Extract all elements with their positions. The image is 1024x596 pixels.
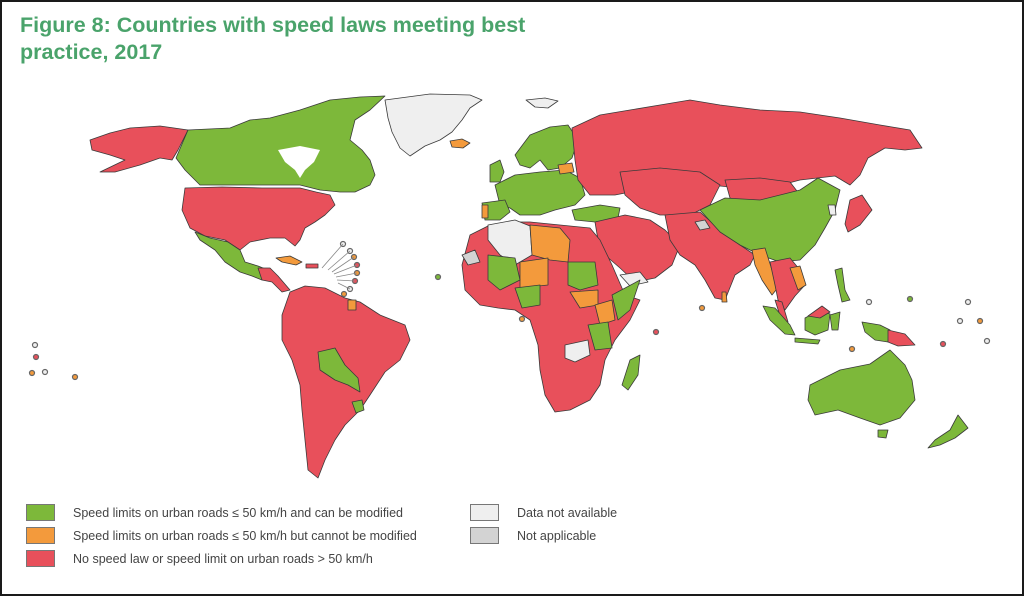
region-philippines — [834, 267, 851, 303]
region-new-guinea-west — [861, 321, 891, 343]
legend-swatch-no-data — [470, 504, 499, 521]
island-dot — [31, 341, 39, 349]
region-niger — [519, 257, 549, 289]
region-java — [794, 337, 821, 345]
region-algeria — [487, 219, 533, 266]
region-cuba — [275, 255, 303, 266]
region-tanzania — [587, 321, 613, 351]
region-mali — [487, 254, 521, 291]
region-western-europe — [494, 169, 586, 216]
region-western-sahara — [461, 249, 481, 266]
legend-label-orange: Speed limits on urban roads ≤ 50 km/h bu… — [73, 528, 417, 543]
island-dot — [865, 298, 873, 306]
region-korea — [827, 204, 837, 216]
region-china — [699, 177, 841, 263]
island-dot — [41, 368, 49, 376]
legend-item-no-data: Data not available — [470, 504, 617, 521]
legend-swatch-orange — [26, 527, 55, 544]
island-dot — [906, 295, 914, 303]
island-dot — [652, 328, 660, 336]
region-madagascar — [621, 354, 641, 391]
island-dot — [976, 317, 984, 325]
region-sulawesi — [829, 311, 841, 331]
legend-item-not-applicable: Not applicable — [470, 527, 596, 544]
island-dot — [848, 345, 856, 353]
region-usa — [181, 186, 336, 251]
region-japan — [844, 194, 873, 233]
region-vietnam — [789, 265, 807, 291]
region-portugal — [481, 204, 489, 219]
region-greenland — [384, 93, 483, 157]
title-line-2: practice, 2017 — [20, 40, 163, 64]
region-bolivia — [317, 347, 361, 393]
region-malaysia-borneo — [807, 305, 831, 319]
legend-item-green: Speed limits on urban roads ≤ 50 km/h an… — [26, 504, 403, 521]
legend-label-no-data: Data not available — [517, 505, 618, 520]
region-central-america — [257, 267, 291, 293]
island-dot — [518, 315, 526, 323]
region-sumatra — [762, 305, 796, 336]
region-kashmir — [694, 219, 711, 231]
region-svalbard — [525, 97, 559, 109]
region-iceland — [449, 138, 471, 149]
region-alaska — [89, 125, 189, 173]
region-scandinavia — [514, 124, 579, 171]
legend-item-orange: Speed limits on urban roads ≤ 50 km/h bu… — [26, 527, 417, 544]
region-hispaniola — [305, 263, 319, 269]
legend-swatch-not-applicable — [470, 527, 499, 544]
region-zambia — [564, 339, 591, 363]
island-dot — [32, 353, 40, 361]
region-canada — [175, 95, 386, 193]
region-australia — [807, 349, 916, 426]
island-dot — [434, 273, 442, 281]
island-dot — [71, 373, 79, 381]
region-yemen — [619, 271, 649, 287]
region-uk — [489, 159, 505, 183]
legend-label-not-applicable: Not applicable — [517, 528, 597, 543]
region-east-africa-orange — [594, 299, 616, 326]
region-sri-lanka — [721, 291, 728, 303]
legend-swatch-green — [26, 504, 55, 521]
legend-label-red: No speed law or speed limit on urban roa… — [73, 551, 373, 566]
island-dot — [939, 340, 947, 348]
region-baltics — [557, 162, 575, 175]
world-map — [28, 93, 991, 479]
island-dot — [698, 304, 706, 312]
caribbean-leader-lines — [321, 243, 358, 290]
region-somalia-kenya — [611, 279, 641, 321]
region-png — [887, 329, 916, 347]
island-dot — [340, 290, 348, 298]
island-dot — [983, 337, 991, 345]
region-uruguay — [351, 399, 365, 414]
legend-label-green: Speed limits on urban roads ≤ 50 km/h an… — [73, 505, 403, 520]
region-new-zealand — [927, 414, 969, 449]
island-dot — [28, 369, 36, 377]
figure-title: Figure 8: Countries with speed laws meet… — [20, 12, 580, 66]
island-dot — [956, 317, 964, 325]
region-hudson-bay — [278, 146, 320, 178]
region-tasmania — [877, 429, 889, 439]
region-nigeria — [514, 284, 541, 309]
region-sudan — [567, 261, 599, 291]
region-guyana — [347, 299, 357, 311]
legend-item-red: No speed law or speed limit on urban roa… — [26, 550, 373, 567]
island-dot — [964, 298, 972, 306]
title-line-1: Figure 8: Countries with speed laws meet… — [20, 13, 526, 37]
legend-swatch-red — [26, 550, 55, 567]
